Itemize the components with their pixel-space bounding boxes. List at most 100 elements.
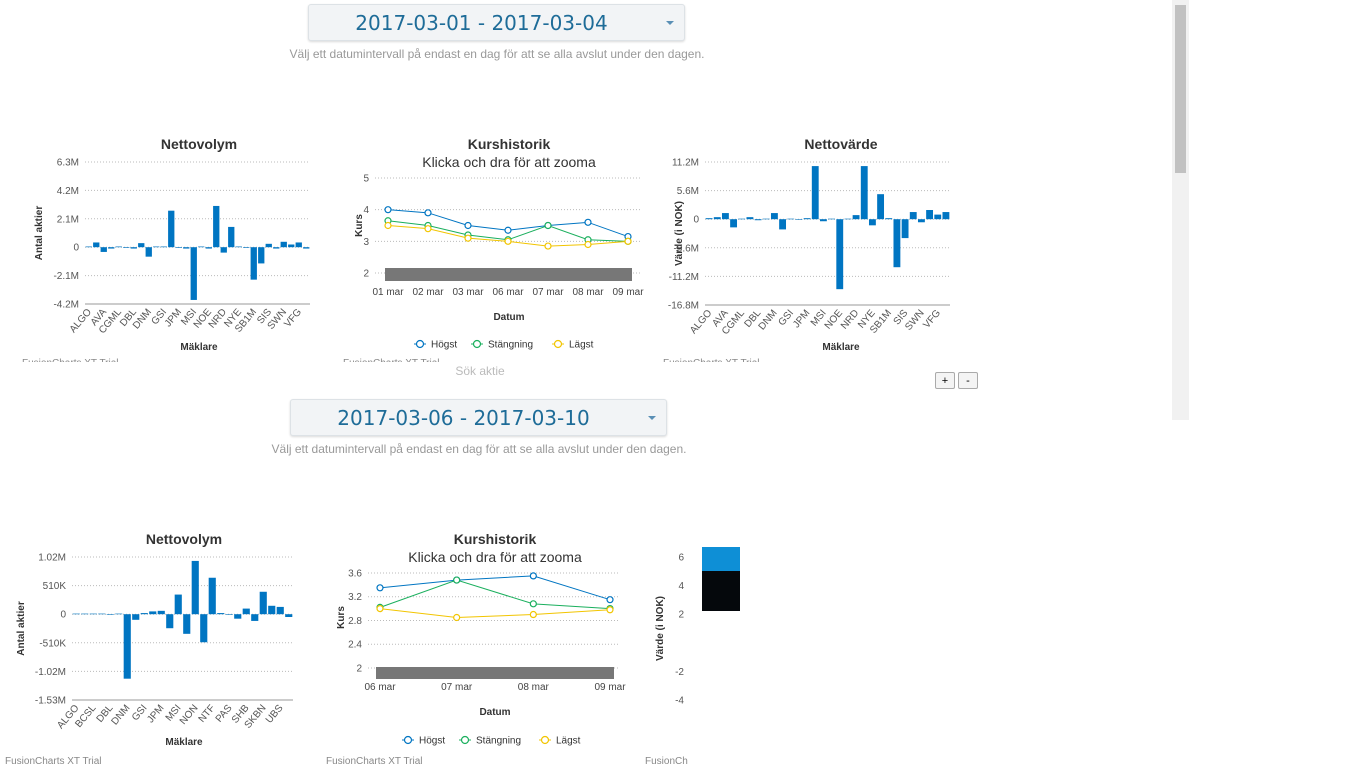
y-axis-label: Värde (i NOK) xyxy=(655,596,666,661)
y-axis-label: Antal aktier xyxy=(16,601,27,656)
bar xyxy=(721,213,729,220)
y-tick-label: 2.4 xyxy=(348,640,362,651)
bar xyxy=(217,613,225,615)
bar xyxy=(295,242,302,248)
bar xyxy=(153,246,160,248)
legend-label: Högst xyxy=(419,736,445,747)
y-tick-label: -2.1M xyxy=(53,271,79,282)
bar xyxy=(836,219,844,290)
watermark: FusionCharts XT Trial xyxy=(22,358,119,362)
bar xyxy=(738,218,746,220)
point xyxy=(424,209,432,217)
y-tick-label: -510K xyxy=(39,638,66,649)
y-tick-label: 0 xyxy=(60,610,66,621)
legend-marker xyxy=(415,339,425,349)
point xyxy=(544,242,552,250)
watermark: FusionCharts XT Trial xyxy=(663,358,760,362)
date-range: 2017-03-01 - 2017-03-04 xyxy=(355,11,608,35)
chart-subtitle: Klicka och dra för att zooma xyxy=(408,549,582,565)
bar xyxy=(285,614,293,618)
bar xyxy=(166,614,174,629)
point xyxy=(529,610,537,619)
x-tick-label: 02 mar xyxy=(412,287,444,298)
x-tick-label: NRD xyxy=(839,308,861,332)
bar xyxy=(106,614,114,615)
bar xyxy=(754,219,762,221)
bar xyxy=(160,246,167,248)
y-tick-label: 3 xyxy=(363,237,369,248)
x-tick-label: 08 mar xyxy=(572,287,604,298)
chart: Kurshistorik Klicka och dra för att zooma… xyxy=(343,136,644,362)
bar xyxy=(175,247,182,248)
chart-title: Nettovolym xyxy=(161,136,237,152)
y-tick-label: 2.8 xyxy=(348,616,362,627)
bar xyxy=(819,219,827,222)
x-tick-label: PAS xyxy=(214,703,235,725)
y-tick-label: 4.2M xyxy=(57,186,79,197)
bar xyxy=(149,611,157,615)
zoom-out-button[interactable]: - xyxy=(958,372,978,389)
chart: Nettovärde Värde (i NOK) Mäklare 11.2M 5.6M 0… xyxy=(663,136,950,362)
point xyxy=(384,206,392,214)
bar xyxy=(762,218,770,220)
caret xyxy=(666,21,674,25)
bar xyxy=(713,217,721,220)
bar xyxy=(81,613,89,615)
scroll-bar xyxy=(385,268,632,281)
zoom-in-button[interactable]: + xyxy=(935,372,955,389)
chart-title: Kurshistorik xyxy=(454,531,537,547)
x-tick-label: 07 mar xyxy=(441,682,473,693)
x-tick-label: UBS xyxy=(264,703,286,726)
scrollbar-thumb[interactable] xyxy=(1175,5,1186,173)
bar xyxy=(138,243,145,248)
bar xyxy=(893,219,901,268)
y-tick-label: -4.2M xyxy=(53,300,79,311)
chart-title: Nettovärde xyxy=(804,136,877,152)
y-tick-label: 3.6 xyxy=(348,568,362,579)
x-axis-label: Datum xyxy=(493,312,524,323)
hint: Välj ett datumintervall på endast en dag… xyxy=(271,442,687,456)
y-tick-label: 1.02M xyxy=(38,553,66,564)
bar xyxy=(145,247,152,257)
point xyxy=(504,237,512,245)
chart: Nettovolym Antal aktier Mäklare 1.02M 510K 0 -… xyxy=(5,531,293,767)
legend-label: Lägst xyxy=(556,736,581,747)
scrollbar[interactable] xyxy=(1172,0,1189,420)
date-picker[interactable]: 2017-03-01 - 2017-03-04 xyxy=(308,4,685,41)
x-axis-label: Datum xyxy=(479,707,510,718)
x-tick-label: 01 mar xyxy=(372,287,404,298)
x-axis-label: Mäklare xyxy=(165,737,203,748)
bar xyxy=(200,614,208,643)
watermark: FusionCharts XT Trial xyxy=(326,756,423,767)
point xyxy=(453,576,461,584)
point xyxy=(384,221,392,230)
y-tick-label: 11.2M xyxy=(672,158,699,169)
bar xyxy=(157,610,165,615)
bar xyxy=(205,247,212,249)
x-tick-label: 07 mar xyxy=(532,287,564,298)
y-tick-label: 5.6M xyxy=(677,186,699,197)
bar xyxy=(779,219,787,230)
chart-subtitle: Klicka och dra för att zooma xyxy=(422,154,596,170)
watermark: FusionCharts XT Trial xyxy=(5,756,102,767)
bar xyxy=(259,591,267,615)
y-tick-label: 0 xyxy=(73,243,79,254)
bar xyxy=(140,613,148,615)
bar xyxy=(885,218,893,220)
bar xyxy=(242,608,250,615)
date-picker[interactable]: 2017-03-06 - 2017-03-10 xyxy=(290,399,667,436)
line xyxy=(379,608,611,619)
y-tick-label: 5 xyxy=(363,174,369,185)
hint: Välj ett datumintervall på endast en dag… xyxy=(289,47,705,61)
point xyxy=(606,596,614,604)
legend-marker xyxy=(540,735,550,745)
bar xyxy=(123,614,131,679)
x-tick-label: 09 mar xyxy=(594,682,626,693)
bar xyxy=(108,247,115,249)
search-label[interactable]: Sök aktie xyxy=(455,364,505,378)
bar xyxy=(276,606,284,615)
watermark: FusionCharts XT Trial xyxy=(343,358,440,362)
point xyxy=(504,226,512,234)
